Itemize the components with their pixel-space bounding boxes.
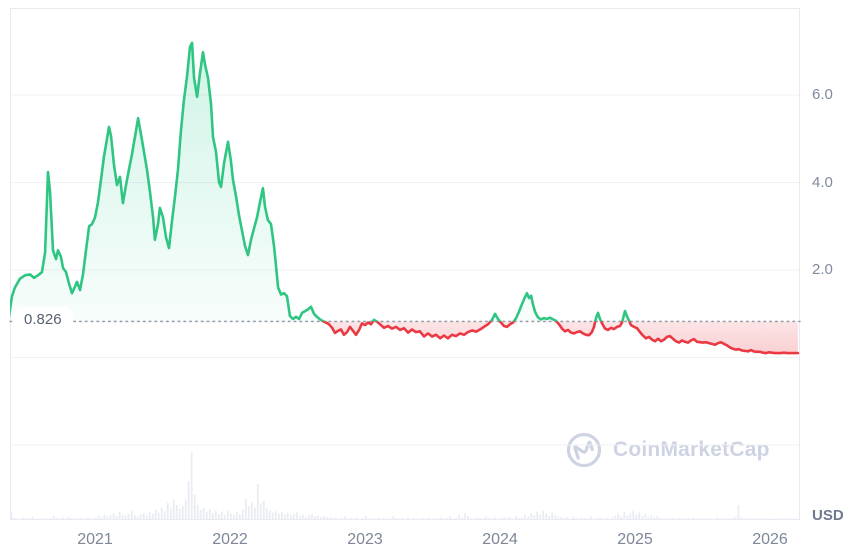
currency-unit-label: USD [812, 507, 844, 524]
x-axis-label-2023: 2023 [347, 531, 383, 548]
price-line-down [320, 321, 800, 355]
y-axis-label-2: 2.0 [812, 261, 833, 278]
volume-bars[interactable] [10, 452, 800, 520]
coinmarketcap-wordmark: CoinMarketCap [613, 438, 770, 461]
price-line-up [10, 41, 631, 322]
x-axis-label-2024: 2024 [482, 531, 518, 548]
x-axis-label-2025: 2025 [617, 531, 653, 548]
x-axis-label-2022: 2022 [212, 531, 248, 548]
x-axis-label-2026: 2026 [752, 531, 788, 548]
baseline-price-label: 0.826 [13, 307, 73, 332]
y-axis-label-4: 4.0 [812, 174, 833, 191]
coinmarketcap-logo-icon [566, 432, 602, 468]
y-axis-label-6: 6.0 [812, 86, 833, 103]
coinmarketcap-watermark: CoinMarketCap [564, 430, 770, 470]
x-axis-label-2021: 2021 [77, 531, 113, 548]
price-area-above-baseline [10, 42, 630, 322]
